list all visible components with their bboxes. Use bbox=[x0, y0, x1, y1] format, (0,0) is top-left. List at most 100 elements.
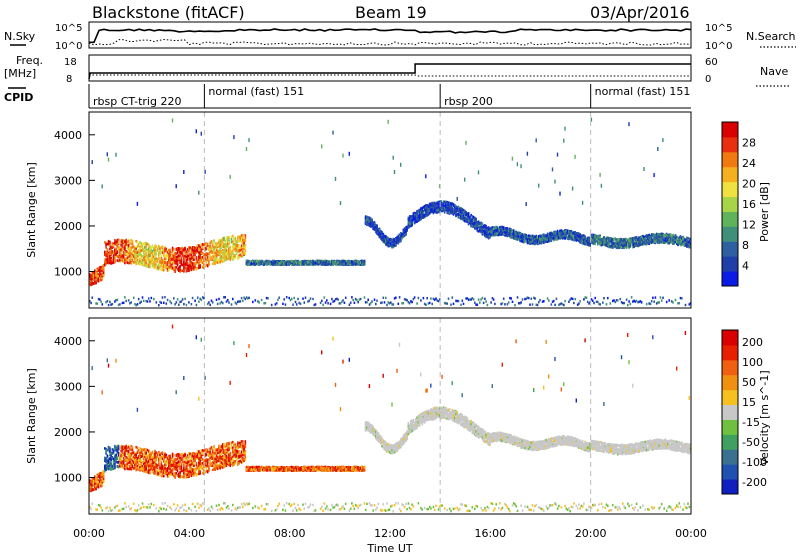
echo-cell bbox=[412, 213, 415, 216]
echo-cell bbox=[106, 259, 109, 262]
echo-cell bbox=[102, 274, 105, 277]
ground-scatter-cell bbox=[166, 298, 169, 302]
echo-cell bbox=[110, 248, 112, 251]
echo-cell bbox=[500, 229, 502, 233]
sparse-echo-cell bbox=[332, 130, 334, 135]
ground-scatter-cell bbox=[267, 297, 269, 300]
echo-cell bbox=[227, 253, 229, 256]
ground-scatter-cell bbox=[324, 301, 327, 304]
echo-cell bbox=[99, 270, 101, 273]
echo-cell bbox=[440, 209, 442, 212]
ground-scatter-cell bbox=[333, 299, 336, 303]
echo-cell bbox=[165, 253, 168, 257]
echo-cell bbox=[105, 262, 107, 266]
echo-cell bbox=[452, 209, 455, 213]
sparse-echo-cell bbox=[334, 176, 337, 181]
echo-cell bbox=[221, 245, 224, 248]
ground-scatter-cell bbox=[337, 298, 339, 301]
echo-cell bbox=[390, 242, 392, 246]
echo-cell bbox=[149, 259, 151, 262]
sparse-echo-cell bbox=[106, 152, 108, 157]
ground-scatter-cell bbox=[199, 297, 201, 301]
echo-cell bbox=[475, 226, 477, 230]
echo-cell bbox=[227, 236, 229, 239]
ground-scatter-cell bbox=[282, 302, 284, 305]
freq-frame bbox=[88, 54, 692, 82]
ground-scatter-cell bbox=[484, 297, 486, 300]
ground-scatter-cell bbox=[185, 303, 188, 307]
echo-cell bbox=[402, 233, 405, 237]
echo-cell bbox=[206, 257, 209, 260]
echo-cell bbox=[110, 251, 112, 254]
echo-cell bbox=[179, 259, 181, 262]
echo-cell bbox=[227, 239, 229, 243]
echo-cell bbox=[190, 253, 193, 256]
echo-cell bbox=[189, 261, 191, 265]
echo-cell bbox=[146, 242, 149, 246]
echo-cell bbox=[401, 236, 403, 239]
echo-cell bbox=[137, 257, 140, 260]
echo-cell bbox=[443, 210, 446, 214]
echo-cell bbox=[130, 248, 132, 251]
ground-scatter-cell bbox=[257, 300, 259, 303]
sparse-echo-cell bbox=[464, 177, 466, 182]
ground-scatter-cell bbox=[477, 298, 480, 301]
echo-cell bbox=[392, 240, 395, 244]
echo-cell bbox=[238, 239, 240, 243]
echo-cell bbox=[92, 282, 95, 285]
echo-cell bbox=[184, 266, 186, 270]
nsearch-ytick-bottom: 10^0 bbox=[705, 41, 732, 52]
echo-cell bbox=[467, 222, 470, 225]
echo-cell bbox=[491, 226, 494, 230]
echo-cell bbox=[339, 263, 342, 266]
echo-cell bbox=[244, 249, 247, 253]
echo-cell bbox=[292, 262, 294, 265]
ground-scatter-cell bbox=[506, 303, 509, 306]
echo-cell bbox=[155, 249, 158, 253]
echo-cell bbox=[511, 235, 514, 238]
ground-scatter-cell bbox=[450, 303, 452, 306]
ground-scatter-cell bbox=[475, 303, 477, 306]
echo-cell bbox=[190, 247, 193, 251]
echo-cell bbox=[121, 257, 124, 260]
echo-cell bbox=[243, 245, 245, 249]
echo-cell bbox=[126, 254, 129, 257]
echo-cell bbox=[184, 262, 186, 266]
echo-cell bbox=[292, 260, 294, 263]
echo-cell bbox=[206, 264, 209, 267]
echo-cell bbox=[169, 253, 171, 257]
ground-scatter-cell bbox=[322, 303, 324, 306]
echo-cell bbox=[211, 247, 214, 251]
echo-cell bbox=[205, 256, 208, 259]
echo-cell bbox=[479, 226, 481, 229]
echo-cell bbox=[191, 248, 194, 252]
ground-scatter-cell bbox=[357, 301, 359, 304]
echo-cell bbox=[479, 229, 481, 232]
echo-cell bbox=[219, 244, 221, 248]
sparse-echo-cell bbox=[171, 118, 174, 123]
echo-cell bbox=[411, 223, 413, 226]
echo-cell bbox=[166, 263, 169, 267]
echo-cell bbox=[466, 212, 469, 215]
echo-cell bbox=[455, 205, 457, 208]
echo-cell bbox=[298, 261, 300, 264]
nsky-ytick-bottom: 10^0 bbox=[55, 41, 82, 52]
echo-cell bbox=[179, 265, 181, 268]
echo-cell bbox=[416, 220, 418, 223]
echo-cell bbox=[392, 239, 395, 242]
echo-cell bbox=[333, 259, 336, 263]
freq-ytick-bottom: 8 bbox=[66, 74, 72, 85]
echo-cell bbox=[130, 246, 132, 249]
echo-cell bbox=[99, 267, 101, 271]
echo-cell bbox=[220, 251, 223, 255]
echo-cell bbox=[309, 262, 312, 266]
ground-scatter-cell bbox=[237, 300, 239, 303]
echo-cell bbox=[450, 210, 452, 213]
echo-cell bbox=[324, 259, 327, 263]
echo-cell bbox=[396, 239, 398, 242]
echo-cell bbox=[242, 241, 244, 245]
echo-cell bbox=[198, 253, 200, 257]
echo-cell bbox=[101, 268, 104, 272]
echo-cell bbox=[462, 216, 465, 219]
echo-cell bbox=[200, 260, 203, 264]
